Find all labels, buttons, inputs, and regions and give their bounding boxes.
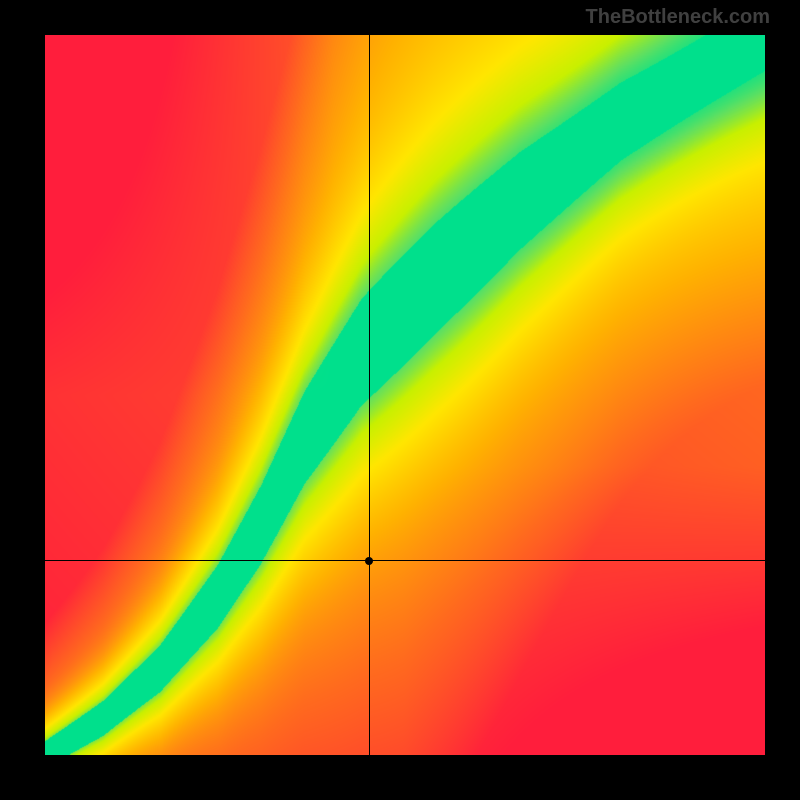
- heatmap-canvas: [45, 35, 765, 755]
- crosshair-horizontal: [45, 560, 765, 561]
- watermark: TheBottleneck.com: [586, 6, 770, 29]
- crosshair-vertical: [369, 35, 370, 755]
- marker-point: [365, 557, 373, 565]
- chart-container: TheBottleneck.com: [0, 0, 800, 800]
